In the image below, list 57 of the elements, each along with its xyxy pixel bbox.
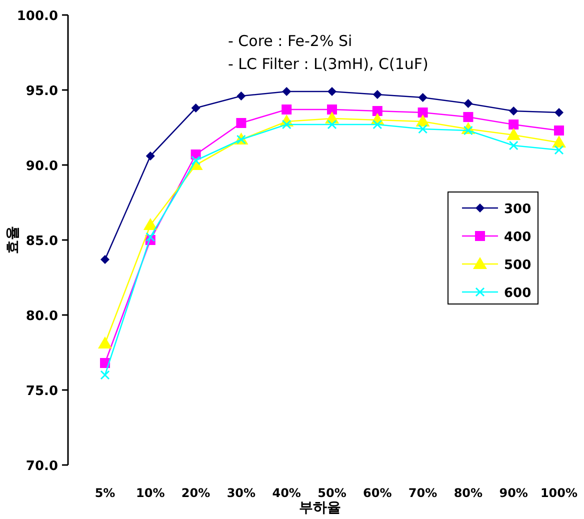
x-tick-label: 30% bbox=[226, 486, 256, 500]
y-tick-label: 90.0 bbox=[26, 159, 58, 174]
point bbox=[327, 104, 337, 114]
point bbox=[146, 152, 155, 160]
point bbox=[191, 104, 200, 112]
point bbox=[506, 128, 521, 140]
x-tick-label: 90% bbox=[499, 486, 528, 500]
point bbox=[554, 145, 564, 155]
legend-label: 600 bbox=[504, 286, 532, 301]
point bbox=[327, 120, 337, 130]
point bbox=[552, 136, 566, 148]
point bbox=[464, 99, 473, 108]
point bbox=[372, 106, 382, 116]
point bbox=[508, 120, 519, 130]
point bbox=[554, 126, 564, 136]
point bbox=[282, 87, 292, 96]
point bbox=[146, 232, 156, 242]
point bbox=[328, 87, 336, 96]
point bbox=[236, 118, 246, 128]
y-tick-label: 85.0 bbox=[26, 234, 58, 249]
point bbox=[418, 93, 428, 102]
point bbox=[143, 218, 158, 230]
point bbox=[554, 108, 564, 117]
x-tick-label: 80% bbox=[454, 486, 483, 500]
y-axis-title: 효율 bbox=[5, 226, 21, 254]
point bbox=[418, 108, 428, 118]
point bbox=[100, 370, 110, 380]
x-tick-label: 20% bbox=[181, 486, 210, 500]
x-tick-label: 10% bbox=[136, 486, 165, 500]
point bbox=[416, 114, 430, 126]
x-axis-title: 부하율 bbox=[299, 500, 341, 516]
point bbox=[372, 90, 382, 99]
point bbox=[463, 112, 474, 122]
x-tick-label: 100% bbox=[540, 486, 578, 500]
point bbox=[282, 104, 292, 114]
y-tick-label: 75.0 bbox=[26, 384, 58, 399]
legend-label: 300 bbox=[504, 202, 532, 217]
y-tick-label: 80.0 bbox=[26, 309, 58, 324]
point bbox=[100, 255, 110, 264]
legend-label: 500 bbox=[504, 258, 532, 273]
point bbox=[236, 92, 246, 100]
y-tick-label: 95.0 bbox=[26, 84, 58, 99]
point bbox=[98, 336, 112, 348]
point bbox=[418, 124, 428, 134]
point bbox=[508, 140, 518, 150]
x-tick-label: 40% bbox=[272, 486, 301, 500]
point bbox=[372, 120, 382, 130]
x-tick-label: 5% bbox=[94, 486, 116, 500]
x-tick-label: 60% bbox=[363, 486, 392, 500]
x-tick-label: 70% bbox=[408, 486, 438, 500]
y-tick-label: 70.0 bbox=[26, 459, 58, 474]
x-tick-label: 50% bbox=[318, 486, 346, 500]
point bbox=[509, 106, 518, 116]
y-tick-label: 100.0 bbox=[16, 9, 58, 24]
legend-label: 400 bbox=[504, 230, 532, 245]
annotation: - Core : Fe-2% Si bbox=[228, 32, 352, 50]
annotation: - LC Filter : L(3mH), C(1uF) bbox=[228, 55, 428, 73]
